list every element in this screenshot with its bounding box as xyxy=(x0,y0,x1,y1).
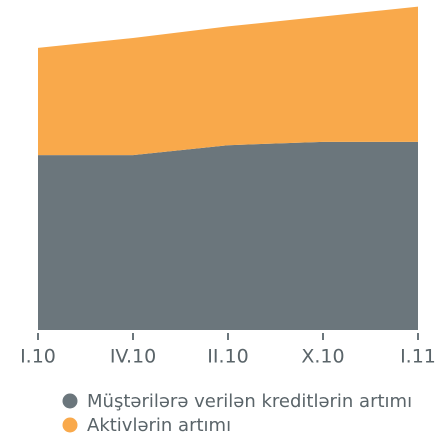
x-tick-label: X.10 xyxy=(301,346,344,368)
x-tick-label: II.10 xyxy=(207,346,248,368)
x-tick-label: IV.10 xyxy=(110,346,156,368)
x-tick-label: I.11 xyxy=(400,346,436,368)
area xyxy=(38,6,418,156)
legend-label: Müştərilərə verilən kreditlərin artımı xyxy=(87,391,412,412)
legend-label: Aktivlərin artımı xyxy=(87,415,231,436)
legend-marker xyxy=(62,393,78,409)
area xyxy=(38,141,418,330)
legend-marker xyxy=(62,417,78,433)
x-tick-label: I.10 xyxy=(20,346,56,368)
